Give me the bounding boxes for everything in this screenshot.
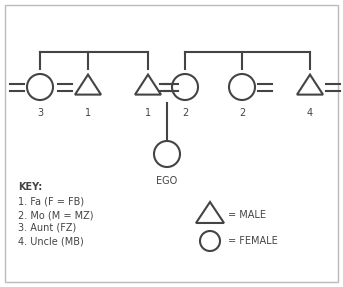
Text: 3: 3 — [37, 108, 43, 118]
Text: 3. Aunt (FZ): 3. Aunt (FZ) — [18, 223, 76, 233]
Text: 4. Uncle (MB): 4. Uncle (MB) — [18, 236, 84, 246]
Text: 1. Fa (F = FB): 1. Fa (F = FB) — [18, 197, 84, 207]
Text: 1: 1 — [85, 108, 91, 118]
Text: = MALE: = MALE — [228, 210, 266, 220]
Text: EGO: EGO — [156, 176, 178, 186]
Text: 4: 4 — [307, 108, 313, 118]
Text: 1: 1 — [145, 108, 151, 118]
Text: = FEMALE: = FEMALE — [228, 236, 278, 246]
Text: 2. Mo (M = MZ): 2. Mo (M = MZ) — [18, 210, 94, 220]
Text: 2: 2 — [182, 108, 188, 118]
Text: KEY:: KEY: — [18, 182, 42, 192]
Text: 2: 2 — [239, 108, 245, 118]
